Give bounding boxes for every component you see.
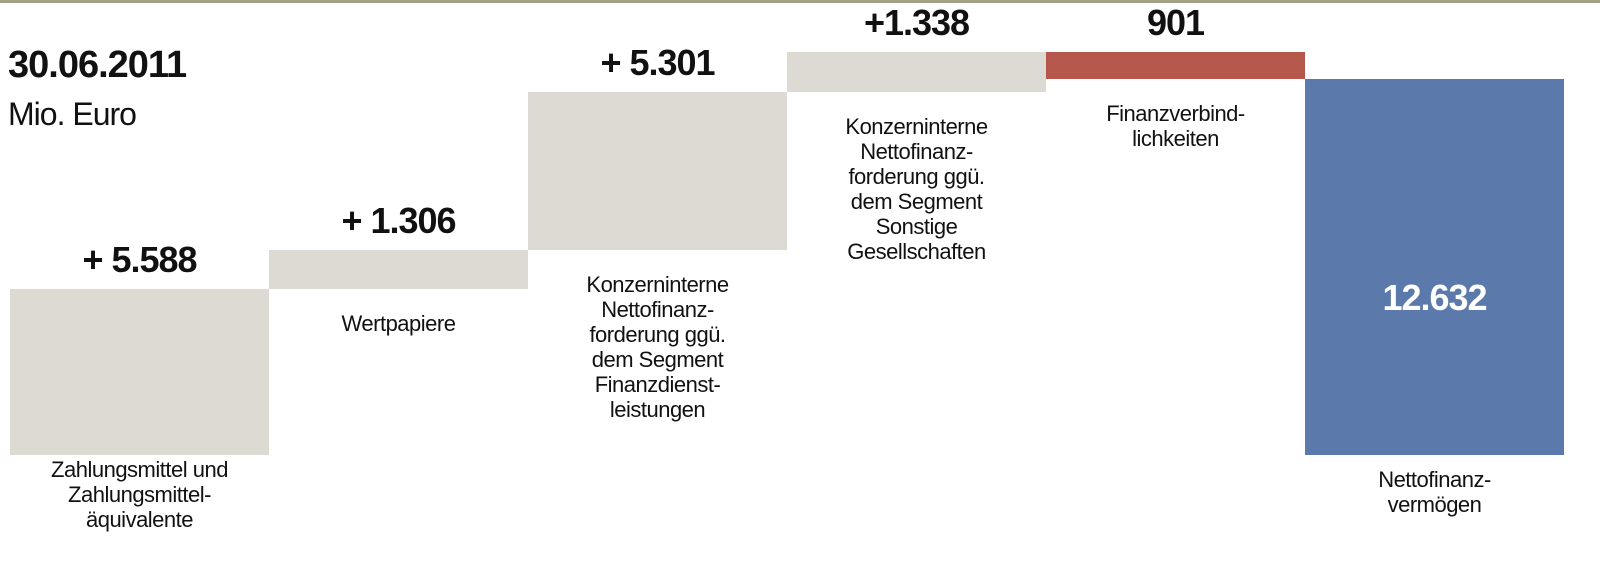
category-label: Wertpapiere xyxy=(341,310,456,336)
category-label: Zahlungsmittel und Zahlungsmittel- äquiv… xyxy=(51,457,228,532)
bar xyxy=(787,52,1046,92)
category-label: Finanzverbind- lichkeiten xyxy=(1106,100,1245,151)
bar xyxy=(1305,78,1564,455)
value-label: 901 xyxy=(1146,2,1205,43)
value-label: + 5.301 xyxy=(600,41,715,83)
chart-title: 30.06.2011 xyxy=(8,44,187,86)
value-label: + 5.588 xyxy=(82,238,197,280)
value-label: +1.338 xyxy=(863,2,970,43)
value-label: + 1.306 xyxy=(341,199,456,241)
bar xyxy=(528,91,787,250)
bar xyxy=(10,288,269,455)
category-label: Konzerninterne Nettofinanz- forderung gg… xyxy=(586,271,729,422)
value-label: 12.632 xyxy=(1382,276,1487,318)
chart-subtitle: Mio. Euro xyxy=(8,96,137,132)
top-rule xyxy=(0,0,1600,3)
bar xyxy=(1046,52,1305,79)
category-label: Nettofinanz- vermögen xyxy=(1378,467,1491,517)
bar xyxy=(269,249,528,289)
category-label: Konzerninterne Nettofinanz- forderung gg… xyxy=(845,113,988,264)
